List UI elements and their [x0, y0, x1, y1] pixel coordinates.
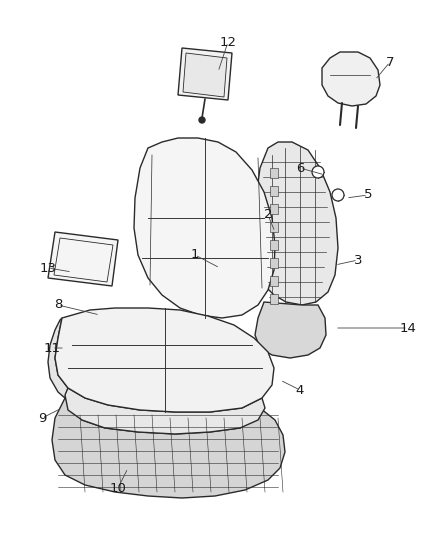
Polygon shape — [183, 53, 227, 97]
Text: 9: 9 — [38, 411, 46, 424]
Text: 13: 13 — [39, 262, 57, 274]
Text: 7: 7 — [386, 55, 394, 69]
Circle shape — [312, 166, 324, 178]
Circle shape — [199, 117, 205, 123]
Polygon shape — [65, 388, 265, 434]
Polygon shape — [178, 48, 232, 100]
Polygon shape — [55, 308, 274, 412]
Bar — [270, 240, 278, 250]
Bar — [270, 294, 278, 304]
Polygon shape — [48, 318, 68, 398]
Text: 8: 8 — [54, 298, 62, 311]
Text: 1: 1 — [191, 248, 199, 262]
Text: 3: 3 — [354, 254, 362, 266]
Polygon shape — [48, 232, 118, 286]
Bar — [270, 168, 278, 178]
Polygon shape — [255, 302, 326, 358]
Polygon shape — [255, 142, 338, 305]
Polygon shape — [52, 398, 285, 498]
Polygon shape — [134, 138, 275, 318]
Bar — [270, 186, 278, 196]
Bar — [270, 204, 278, 214]
Circle shape — [332, 189, 344, 201]
Bar — [270, 222, 278, 232]
Text: 12: 12 — [219, 36, 237, 49]
Polygon shape — [322, 52, 380, 106]
Text: 11: 11 — [43, 342, 60, 354]
Bar — [270, 276, 278, 286]
Text: 10: 10 — [110, 481, 127, 495]
Text: 5: 5 — [364, 189, 372, 201]
Text: 6: 6 — [296, 161, 304, 174]
Bar — [270, 258, 278, 268]
Text: 2: 2 — [264, 208, 272, 222]
Text: 14: 14 — [399, 321, 417, 335]
Text: 4: 4 — [296, 384, 304, 397]
